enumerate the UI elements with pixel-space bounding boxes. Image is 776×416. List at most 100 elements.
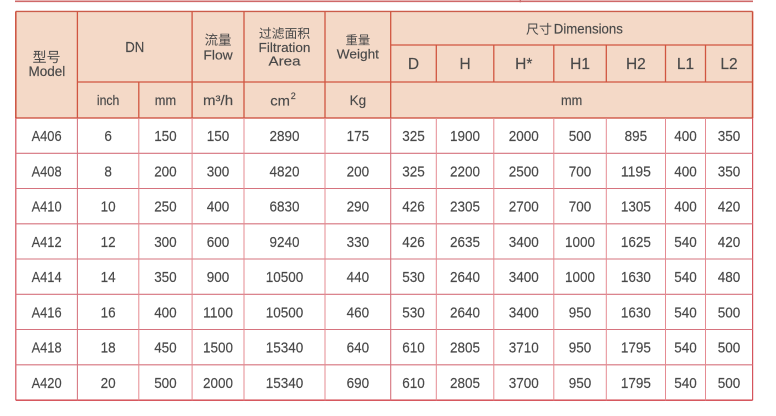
svg-text:290: 290: [347, 199, 370, 216]
svg-text:2700: 2700: [509, 199, 539, 216]
svg-text:m³/h: m³/h: [203, 93, 233, 108]
svg-text:3400: 3400: [509, 304, 539, 321]
svg-text:20: 20: [101, 375, 116, 392]
svg-text:400: 400: [674, 199, 697, 216]
svg-text:325: 325: [402, 128, 425, 145]
svg-text:H2: H2: [626, 56, 646, 73]
svg-text:1000: 1000: [565, 269, 595, 286]
svg-text:540: 540: [674, 234, 697, 251]
svg-text:16: 16: [101, 304, 116, 321]
svg-text:330: 330: [347, 234, 370, 251]
svg-text:2000: 2000: [203, 375, 233, 392]
svg-text:10500: 10500: [266, 269, 304, 286]
svg-text:500: 500: [718, 304, 741, 321]
svg-text:DN: DN: [125, 40, 144, 56]
svg-text:A418: A418: [32, 340, 62, 357]
svg-text:460: 460: [347, 304, 370, 321]
svg-text:H*: H*: [515, 56, 532, 73]
svg-text:450: 450: [154, 340, 177, 357]
svg-text:250: 250: [154, 199, 177, 216]
svg-text:950: 950: [569, 375, 592, 392]
svg-text:950: 950: [569, 304, 592, 321]
svg-text:2640: 2640: [450, 269, 480, 286]
svg-text:3400: 3400: [509, 234, 539, 251]
svg-text:Filtration: Filtration: [259, 40, 311, 55]
svg-text:350: 350: [154, 269, 177, 286]
svg-text:15340: 15340: [266, 375, 304, 392]
svg-text:426: 426: [402, 234, 425, 251]
svg-text:18: 18: [101, 340, 116, 357]
svg-text:1195: 1195: [621, 163, 651, 180]
svg-text:420: 420: [718, 234, 741, 251]
svg-text:2: 2: [291, 91, 296, 101]
svg-text:D: D: [408, 56, 419, 73]
svg-text:420: 420: [718, 199, 741, 216]
svg-text:3700: 3700: [509, 375, 539, 392]
svg-text:950: 950: [569, 340, 592, 357]
svg-text:Flow: Flow: [203, 47, 233, 62]
svg-text:1630: 1630: [621, 304, 651, 321]
svg-text:300: 300: [154, 234, 177, 251]
svg-text:500: 500: [154, 375, 177, 392]
svg-text:2640: 2640: [450, 304, 480, 321]
svg-text:700: 700: [569, 199, 592, 216]
svg-text:175: 175: [347, 128, 370, 145]
svg-text:4820: 4820: [270, 163, 300, 180]
svg-text:L2: L2: [720, 56, 737, 73]
svg-text:A410: A410: [32, 199, 62, 216]
svg-text:895: 895: [625, 128, 648, 145]
svg-text:600: 600: [207, 234, 230, 251]
svg-text:400: 400: [207, 199, 230, 216]
svg-text:A414: A414: [32, 269, 62, 286]
svg-text:Model: Model: [29, 63, 66, 79]
svg-text:1305: 1305: [621, 199, 651, 216]
svg-text:1795: 1795: [621, 375, 651, 392]
svg-text:10500: 10500: [266, 304, 304, 321]
svg-text:700: 700: [569, 163, 592, 180]
svg-text:530: 530: [402, 269, 425, 286]
svg-text:1630: 1630: [621, 269, 651, 286]
svg-text:1900: 1900: [450, 128, 480, 145]
svg-text:350: 350: [718, 163, 741, 180]
svg-text:A408: A408: [32, 163, 62, 180]
svg-text:10: 10: [101, 199, 116, 216]
svg-text:1100: 1100: [203, 304, 233, 321]
svg-text:6: 6: [104, 128, 112, 145]
svg-text:Kg: Kg: [350, 93, 367, 108]
svg-text:426: 426: [402, 199, 425, 216]
svg-text:14: 14: [101, 269, 116, 286]
svg-text:2200: 2200: [450, 163, 480, 180]
svg-text:400: 400: [674, 128, 697, 145]
svg-text:2635: 2635: [450, 234, 480, 251]
svg-text:mm: mm: [561, 93, 582, 108]
svg-text:2890: 2890: [270, 128, 300, 145]
svg-text:480: 480: [718, 269, 741, 286]
svg-text:mm: mm: [155, 93, 176, 108]
svg-text:A416: A416: [32, 304, 62, 321]
svg-text:6830: 6830: [270, 199, 300, 216]
svg-text:8: 8: [104, 163, 112, 180]
svg-text:1000: 1000: [565, 234, 595, 251]
svg-text:300: 300: [207, 163, 230, 180]
svg-text:350: 350: [718, 128, 741, 145]
svg-text:400: 400: [154, 304, 177, 321]
svg-text:1500: 1500: [203, 340, 233, 357]
svg-text:500: 500: [718, 340, 741, 357]
svg-text:1795: 1795: [621, 340, 651, 357]
svg-text:610: 610: [402, 340, 425, 357]
svg-text:cm: cm: [270, 93, 290, 108]
svg-text:150: 150: [207, 128, 230, 145]
svg-text:L1: L1: [677, 56, 694, 73]
svg-text:610: 610: [402, 375, 425, 392]
svg-text:500: 500: [718, 375, 741, 392]
svg-text:2805: 2805: [450, 340, 480, 357]
svg-text:12: 12: [101, 234, 116, 251]
svg-text:15340: 15340: [266, 340, 304, 357]
svg-text:A412: A412: [32, 234, 62, 251]
svg-text:540: 540: [674, 340, 697, 357]
svg-text:530: 530: [402, 304, 425, 321]
svg-text:3710: 3710: [509, 340, 539, 357]
svg-text:500: 500: [569, 128, 592, 145]
svg-text:Dimensions: Dimensions: [554, 22, 623, 37]
svg-text:9240: 9240: [270, 234, 300, 251]
